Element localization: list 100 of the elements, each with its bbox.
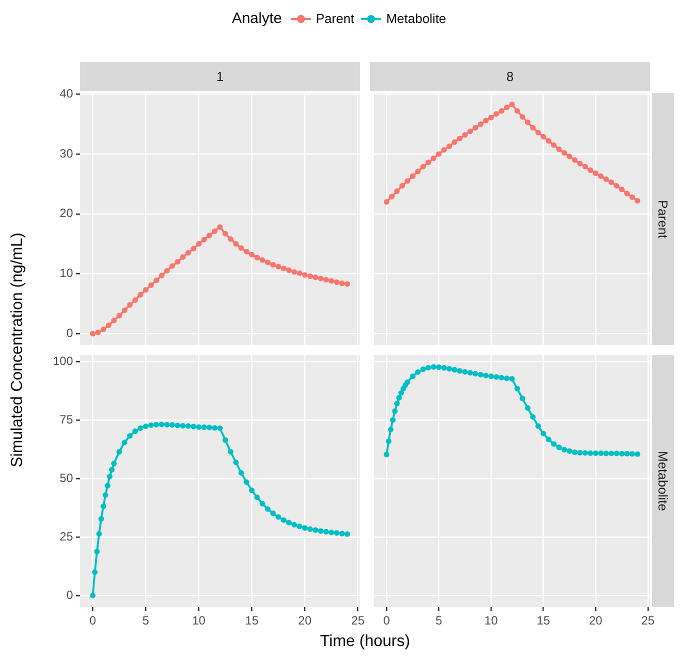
point: [94, 548, 100, 554]
point: [452, 366, 458, 373]
point: [561, 446, 568, 452]
point: [312, 527, 318, 533]
point: [344, 281, 350, 287]
point: [624, 190, 630, 196]
point: [222, 230, 228, 236]
point: [614, 182, 620, 189]
point: [111, 318, 117, 324]
point: [154, 278, 160, 284]
point: [260, 500, 266, 506]
point: [180, 423, 186, 429]
point: [540, 430, 546, 436]
point: [323, 276, 329, 283]
point: [441, 365, 447, 371]
point: [233, 460, 239, 466]
point: [276, 264, 282, 270]
point: [629, 194, 636, 200]
point: [96, 531, 102, 537]
point: [388, 426, 394, 432]
point: [430, 364, 436, 370]
point: [488, 373, 494, 380]
point: [462, 369, 468, 375]
point: [404, 379, 410, 385]
point: [504, 104, 510, 110]
point: [154, 422, 160, 428]
point: [614, 450, 620, 456]
y-axis-title: Simulated Concentration (ng/mL): [9, 232, 27, 468]
point: [180, 254, 186, 260]
point: [436, 364, 442, 370]
point: [174, 259, 180, 265]
point: [138, 292, 144, 298]
point: [270, 262, 276, 268]
point: [608, 450, 614, 456]
y2-axis-title: Parent: [656, 200, 670, 238]
point: [244, 479, 250, 485]
point: [456, 136, 463, 142]
point: [233, 241, 239, 247]
point: [524, 405, 530, 411]
point: [420, 164, 426, 170]
x-tick-label: 10: [192, 614, 206, 628]
point: [109, 466, 115, 473]
point: [520, 396, 526, 402]
point: [264, 506, 271, 512]
point: [588, 450, 594, 456]
point: [196, 424, 202, 430]
point: [556, 444, 562, 450]
point: [410, 373, 416, 380]
point: [142, 424, 149, 430]
point: [296, 524, 302, 530]
point: [478, 121, 484, 127]
point: [483, 372, 489, 378]
point: [138, 425, 144, 431]
point: [132, 428, 138, 434]
point: [323, 528, 329, 535]
point: [318, 276, 324, 282]
point: [111, 460, 117, 466]
point: [270, 510, 276, 516]
x-tick-label: 0: [383, 614, 390, 628]
x-tick-label: 5: [435, 614, 442, 628]
point: [540, 134, 546, 140]
point: [634, 198, 640, 204]
y-tick-label: 10: [60, 266, 74, 280]
point: [386, 438, 392, 444]
point: [142, 287, 149, 293]
point: [546, 436, 552, 442]
point: [98, 516, 104, 522]
y-tick-label: 50: [60, 470, 74, 485]
point: [228, 236, 234, 242]
point: [318, 528, 324, 534]
point: [158, 272, 164, 278]
point: [122, 307, 128, 314]
point: [307, 526, 313, 532]
point: [249, 252, 255, 258]
point: [478, 372, 484, 378]
point: [302, 272, 308, 278]
point: [127, 433, 133, 439]
point: [588, 167, 594, 174]
x-tick-label: 10: [484, 614, 498, 628]
y-tick-label: 0: [66, 326, 74, 340]
point: [426, 364, 432, 370]
y-tick-label: 25: [60, 529, 74, 544]
point: [394, 188, 400, 194]
point: [494, 111, 500, 117]
point: [90, 330, 96, 336]
point: [603, 176, 609, 182]
point: [514, 386, 520, 392]
point: [598, 450, 604, 456]
x-tick-label: 20: [298, 614, 312, 628]
point: [498, 374, 504, 380]
point: [472, 370, 478, 376]
point: [158, 422, 164, 428]
point: [291, 522, 298, 528]
point: [415, 369, 421, 375]
point: [222, 437, 228, 443]
point: [185, 423, 191, 429]
x-tick-label: 0: [89, 614, 96, 628]
point: [339, 280, 345, 286]
point: [334, 530, 340, 536]
point: [514, 108, 520, 114]
